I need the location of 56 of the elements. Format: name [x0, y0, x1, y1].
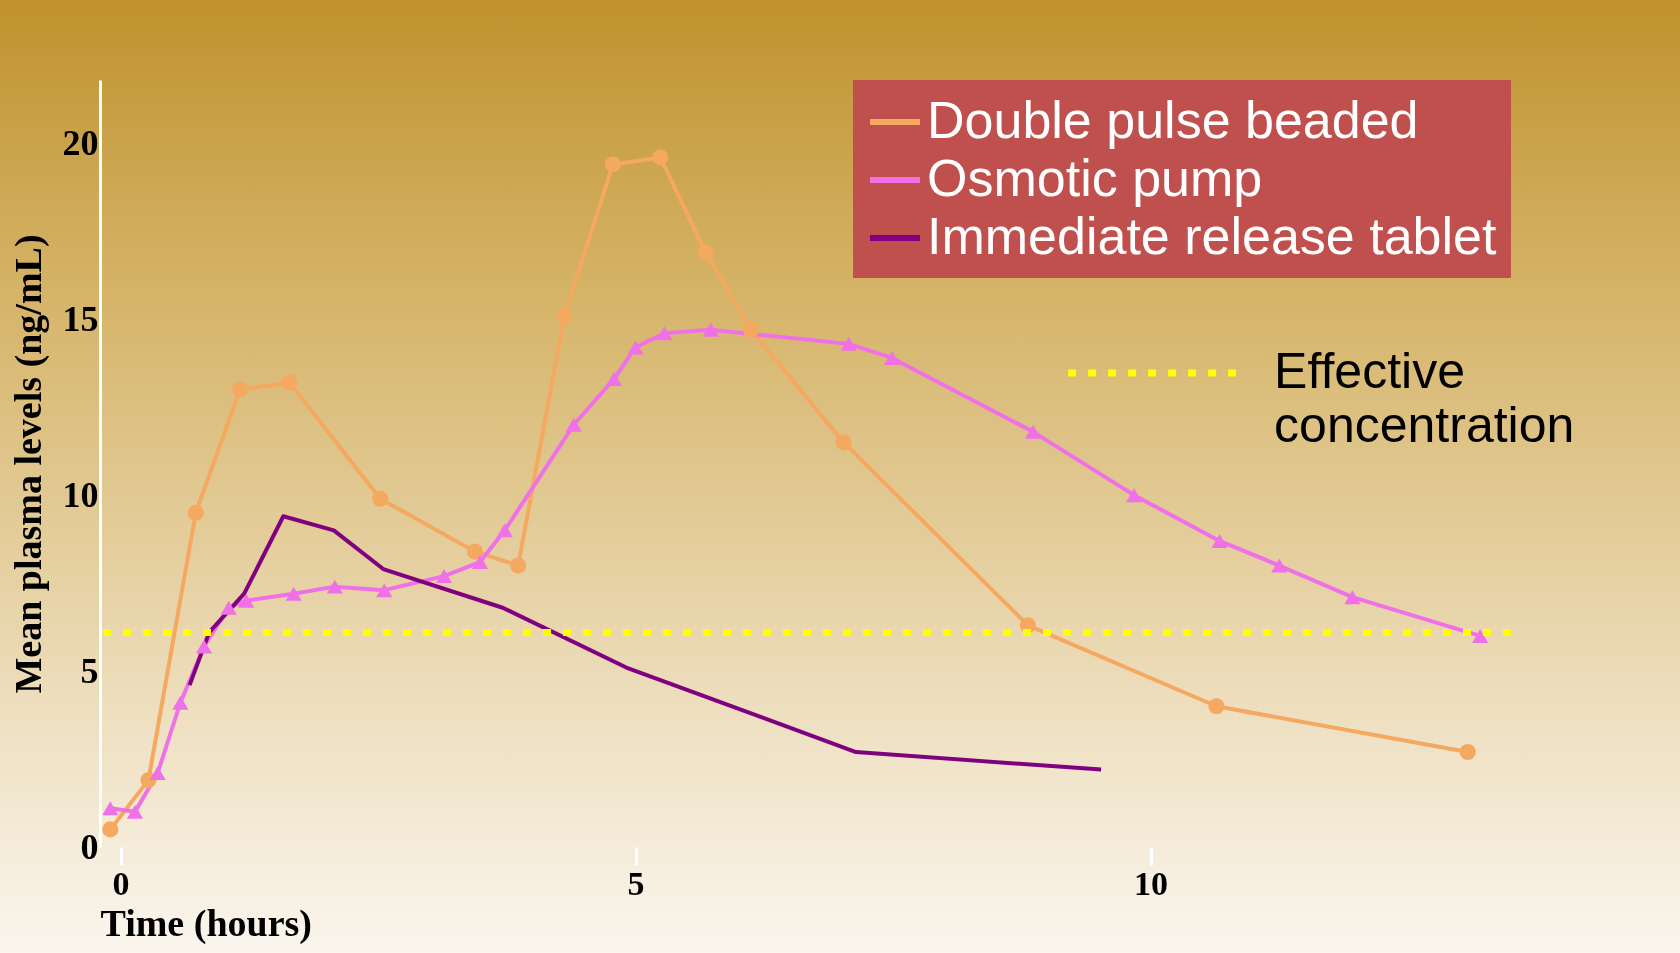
point [496, 523, 513, 538]
point [565, 417, 582, 432]
line-series [187, 514, 1104, 772]
x-axis-title: Time (hours) [100, 901, 312, 945]
point [1025, 424, 1042, 439]
point [656, 326, 673, 341]
point [326, 579, 343, 594]
y-tick-label: 15 [62, 298, 99, 339]
point [376, 583, 393, 598]
point [372, 490, 389, 507]
x-tick-label: 0 [112, 864, 130, 902]
point [1208, 698, 1225, 715]
point [652, 149, 669, 166]
point [1125, 488, 1143, 503]
point [627, 340, 644, 355]
point [556, 307, 573, 324]
y-tick-label: 10 [62, 474, 99, 515]
point [1472, 628, 1489, 643]
point [102, 801, 119, 816]
legend-label: Osmotic pump [927, 149, 1263, 207]
point [126, 804, 144, 819]
point [195, 639, 213, 654]
point [471, 555, 489, 569]
point [697, 244, 714, 261]
point [1459, 743, 1476, 761]
y-axis-title: Mean plasma levels (ng/mL) [6, 234, 50, 694]
point [281, 374, 298, 391]
point [187, 504, 204, 521]
point [285, 586, 302, 601]
point [220, 600, 237, 615]
point [1344, 590, 1361, 605]
x-tick-label: 5 [627, 864, 645, 902]
point [1211, 533, 1228, 548]
y-tick-label: 0 [80, 826, 99, 867]
point [883, 350, 901, 365]
point [510, 557, 527, 574]
y-tick-label: 5 [80, 650, 99, 691]
point [172, 695, 189, 710]
point [840, 336, 857, 351]
point [1271, 558, 1288, 573]
x-tick-label: 10 [1134, 864, 1169, 902]
point [102, 821, 119, 838]
point [149, 766, 166, 781]
point [605, 372, 622, 387]
point [604, 156, 621, 173]
point [702, 322, 719, 337]
legend-label: Immediate release tablet [927, 207, 1497, 265]
point [742, 321, 759, 338]
point [835, 434, 852, 451]
point [466, 543, 483, 560]
point [435, 569, 453, 584]
legend-label: Double pulse beaded [927, 91, 1419, 149]
legend-label: Effective concentration [1274, 343, 1575, 454]
point [238, 593, 255, 608]
point [232, 381, 249, 398]
y-tick-label: 20 [62, 122, 99, 163]
